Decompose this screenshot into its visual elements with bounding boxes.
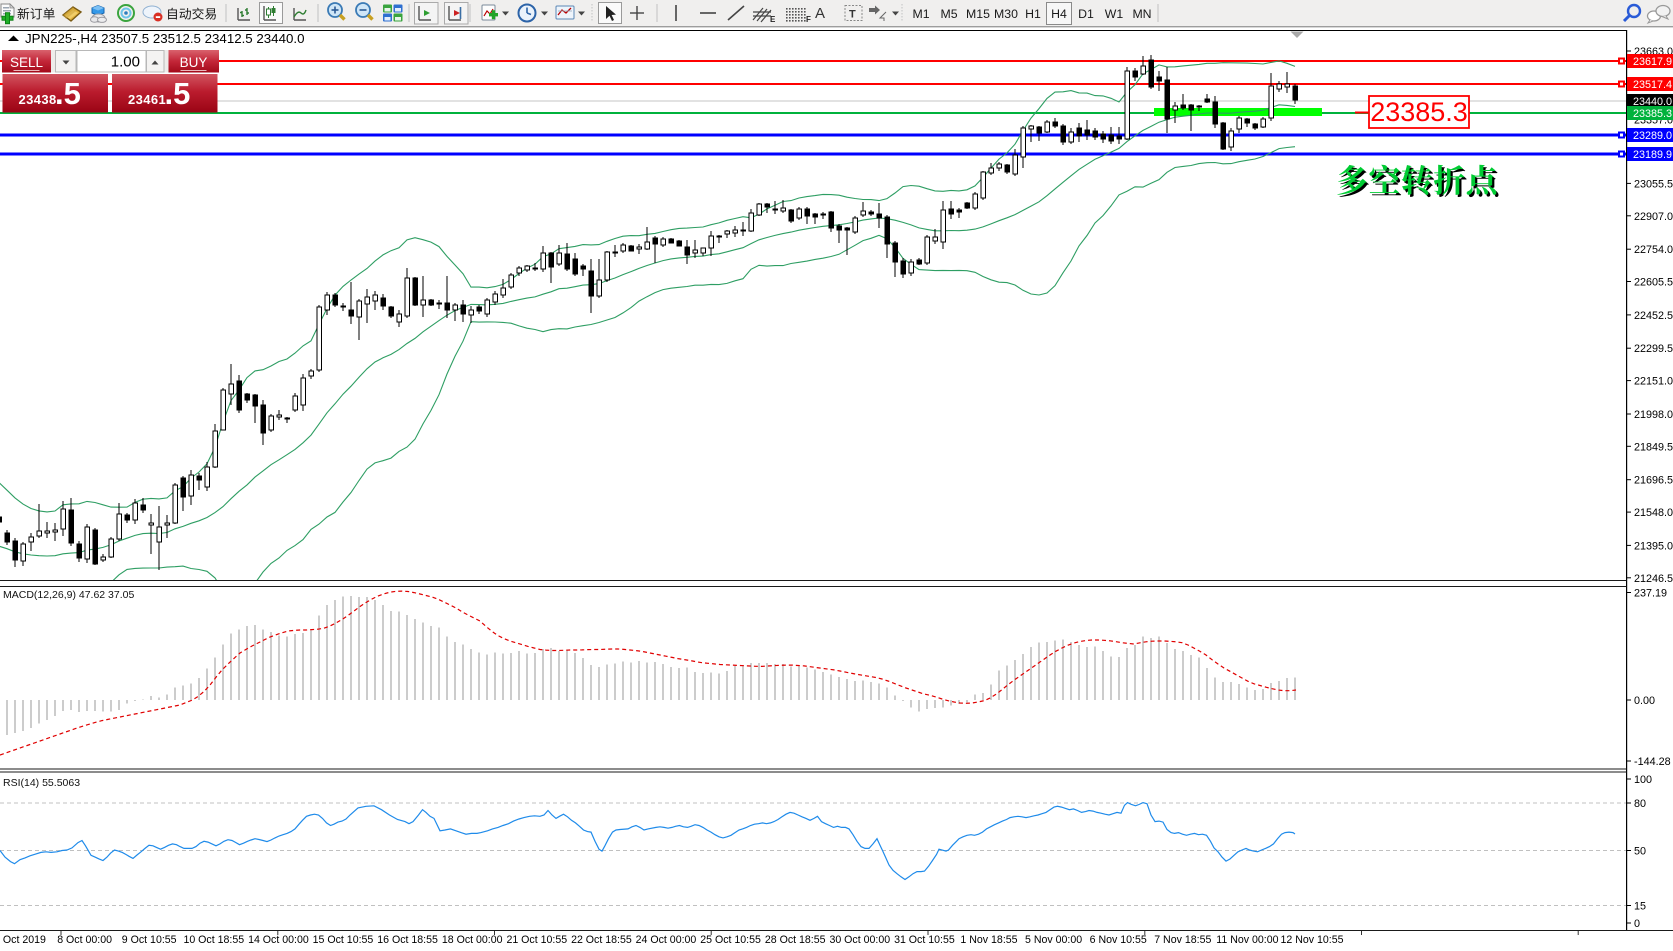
svg-text:21548.0: 21548.0 [1634,507,1673,519]
svg-text:D1: D1 [1078,7,1094,21]
svg-text:22452.5: 22452.5 [1634,310,1673,322]
svg-text:M1: M1 [912,7,929,21]
svg-text:0: 0 [1634,918,1640,930]
svg-text:23385.3: 23385.3 [1370,97,1468,127]
svg-text:50: 50 [1634,846,1646,858]
svg-text:18 Oct 00:00: 18 Oct 00:00 [442,934,503,946]
svg-text:21246.5: 21246.5 [1634,573,1673,585]
svg-text:23385.3: 23385.3 [1633,108,1672,120]
svg-text:H1: H1 [1025,7,1041,21]
svg-text:H4: H4 [1051,7,1067,21]
svg-text:MACD(12,26,9) 47.62 37.05: MACD(12,26,9) 47.62 37.05 [3,589,134,601]
svg-text:7 Nov 18:55: 7 Nov 18:55 [1154,934,1211,946]
svg-text:25 Oct 10:55: 25 Oct 10:55 [700,934,761,946]
svg-text:28 Oct 18:55: 28 Oct 18:55 [765,934,826,946]
svg-text:1 Nov 18:55: 1 Nov 18:55 [960,934,1017,946]
svg-text:21849.5: 21849.5 [1634,441,1673,453]
svg-text:W1: W1 [1105,7,1124,21]
svg-text:30 Oct 00:00: 30 Oct 00:00 [829,934,890,946]
svg-text:23289.0: 23289.0 [1633,130,1672,142]
svg-text:21395.0: 21395.0 [1634,540,1673,552]
svg-text:21 Oct 10:55: 21 Oct 10:55 [506,934,567,946]
svg-text:14 Oct 00:00: 14 Oct 00:00 [248,934,309,946]
svg-text:E: E [770,15,776,24]
svg-text:21998.0: 21998.0 [1634,409,1673,421]
svg-text:24 Oct 00:00: 24 Oct 00:00 [636,934,697,946]
svg-text:21696.5: 21696.5 [1634,475,1673,487]
svg-text:4 Oct 2019: 4 Oct 2019 [0,934,46,946]
svg-text:M30: M30 [994,7,1018,21]
svg-text:.5: .5 [165,76,191,111]
svg-text:23438: 23438 [19,92,57,107]
svg-text:22907.0: 22907.0 [1634,211,1673,223]
svg-text:12 Nov 10:55: 12 Nov 10:55 [1280,934,1343,946]
svg-text:SELL: SELL [10,55,44,70]
svg-text:80: 80 [1634,798,1646,810]
svg-text:23517.4: 23517.4 [1633,79,1672,91]
svg-text:8 Oct 00:00: 8 Oct 00:00 [57,934,112,946]
svg-text:23189.9: 23189.9 [1633,149,1672,161]
svg-text:RSI(14) 55.5063: RSI(14) 55.5063 [3,777,80,789]
svg-text:MN: MN [1132,7,1151,21]
svg-text:.5: .5 [55,76,81,111]
svg-text:JPN225-,H4 23507.5 23512.5 23: JPN225-,H4 23507.5 23512.5 23412.5 23440… [25,31,304,46]
svg-text:22151.0: 22151.0 [1634,376,1673,388]
svg-text:15 Oct 10:55: 15 Oct 10:55 [313,934,374,946]
svg-text:6 Nov 10:55: 6 Nov 10:55 [1090,934,1147,946]
svg-text:23055.5: 23055.5 [1634,178,1673,190]
svg-text:F: F [806,15,811,24]
svg-text:M15: M15 [966,7,990,21]
svg-text:23440.0: 23440.0 [1633,96,1672,108]
svg-text:15: 15 [1634,901,1646,913]
svg-text:A: A [815,5,825,22]
svg-text:22299.5: 22299.5 [1634,343,1673,355]
svg-text:-144.28: -144.28 [1634,756,1671,768]
svg-text:1.00: 1.00 [111,54,140,71]
svg-text:5 Nov 00:00: 5 Nov 00:00 [1025,934,1082,946]
svg-text:BUY: BUY [180,55,208,70]
svg-text:31 Oct 10:55: 31 Oct 10:55 [894,934,955,946]
svg-text:M5: M5 [940,7,957,21]
svg-text:23617.9: 23617.9 [1633,56,1672,68]
svg-text:0.00: 0.00 [1634,695,1655,707]
svg-text:10 Oct 18:55: 10 Oct 18:55 [183,934,244,946]
svg-text:22 Oct 18:55: 22 Oct 18:55 [571,934,632,946]
svg-text:11 Nov 00:00: 11 Nov 00:00 [1216,934,1278,946]
svg-text:16 Oct 18:55: 16 Oct 18:55 [377,934,438,946]
svg-text:22605.5: 22605.5 [1634,277,1673,289]
svg-text:100: 100 [1634,774,1652,786]
svg-text:23461: 23461 [128,92,166,107]
svg-text:22754.0: 22754.0 [1634,244,1673,256]
svg-text:T: T [849,9,856,21]
svg-text:237.19: 237.19 [1634,588,1667,600]
svg-text:9 Oct 10:55: 9 Oct 10:55 [122,934,177,946]
